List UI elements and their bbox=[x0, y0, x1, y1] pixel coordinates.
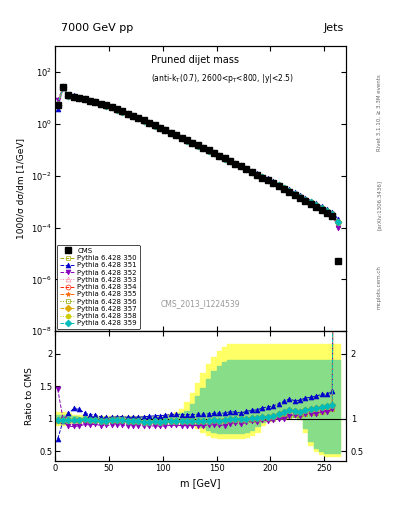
Text: (anti-k$_\mathregular{T}$(0.7), 2600<p$_\mathregular{T}$<800, |y|<2.5): (anti-k$_\mathregular{T}$(0.7), 2600<p$_… bbox=[151, 72, 294, 85]
Text: Pruned dijet mass: Pruned dijet mass bbox=[151, 55, 239, 65]
X-axis label: m [GeV]: m [GeV] bbox=[180, 478, 221, 488]
Text: Rivet 3.1.10, ≥ 3.3M events: Rivet 3.1.10, ≥ 3.3M events bbox=[377, 74, 382, 151]
Text: mcplots.cern.ch: mcplots.cern.ch bbox=[377, 265, 382, 309]
Legend: CMS, Pythia 6.428 350, Pythia 6.428 351, Pythia 6.428 352, Pythia 6.428 353, Pyt: CMS, Pythia 6.428 350, Pythia 6.428 351,… bbox=[57, 245, 140, 329]
Y-axis label: Ratio to CMS: Ratio to CMS bbox=[24, 367, 33, 425]
Text: 7000 GeV pp: 7000 GeV pp bbox=[61, 23, 133, 33]
Text: [arXiv:1306.3436]: [arXiv:1306.3436] bbox=[377, 180, 382, 230]
Text: Jets: Jets bbox=[323, 23, 344, 33]
Text: CMS_2013_I1224539: CMS_2013_I1224539 bbox=[161, 300, 240, 308]
Y-axis label: 1000/σ dσ/dm [1/GeV]: 1000/σ dσ/dm [1/GeV] bbox=[17, 138, 26, 239]
